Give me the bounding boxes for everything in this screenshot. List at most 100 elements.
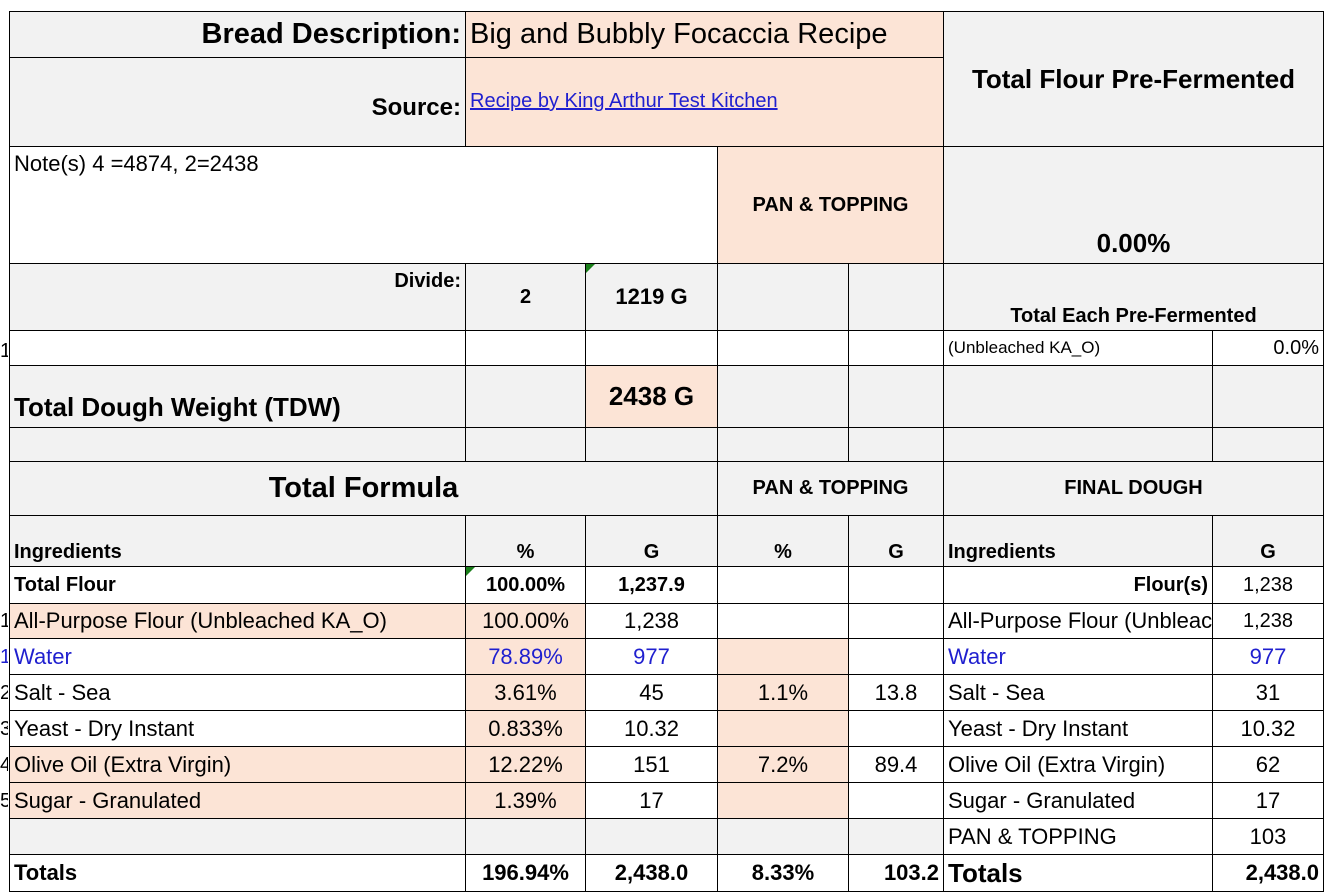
empty-cell xyxy=(465,365,586,428)
empty-cell xyxy=(1212,427,1324,462)
divide-count[interactable]: 2 xyxy=(465,263,586,331)
final-totals-label: Totals xyxy=(943,854,1213,892)
ingredient-pct[interactable]: 1.39% xyxy=(465,782,586,819)
bread-description-value[interactable]: Big and Bubbly Focaccia Recipe xyxy=(465,11,944,58)
ingredient-pan-pct[interactable] xyxy=(717,638,849,675)
ingredient-pan-g: 13.8 xyxy=(848,674,944,711)
empty-cell xyxy=(465,818,586,855)
totals-pan-pct: 8.33% xyxy=(717,854,849,892)
row-number: 1 xyxy=(0,610,8,632)
ingredient-g: 1,238 xyxy=(585,603,718,639)
pan-topping-title: PAN & TOPPING xyxy=(717,461,944,516)
ingredient-name[interactable]: All-Purpose Flour (Unbleached KA_O) xyxy=(9,603,466,639)
ingredient-name[interactable]: Yeast - Dry Instant xyxy=(9,710,466,747)
row-number: 5 xyxy=(0,790,8,812)
col-pan-pct: % xyxy=(717,515,849,567)
empty-cell xyxy=(585,427,718,462)
empty-cell xyxy=(717,566,849,604)
ingredient-g: 17 xyxy=(585,782,718,819)
ingredient-pct[interactable]: 78.89% xyxy=(465,638,586,675)
comment-indicator-icon xyxy=(586,264,595,273)
pre-ferment-flour-name: (Unbleached KA_O) xyxy=(943,330,1213,366)
source-link[interactable]: Recipe by King Arthur Test Kitchen xyxy=(470,90,778,112)
ingredient-pct[interactable]: 3.61% xyxy=(465,674,586,711)
ingredient-g: 977 xyxy=(585,638,718,675)
row-number: 4 xyxy=(0,754,8,776)
totals-label: Totals xyxy=(9,854,466,892)
ingredient-pan-g xyxy=(848,603,944,639)
total-each-pre-fermented-label: Total Each Pre-Fermented xyxy=(943,263,1324,331)
total-flour-g: 1,237.9 xyxy=(585,566,718,604)
notes-cell[interactable]: Note(s) 4 =4874, 2=2438 xyxy=(9,146,718,264)
total-flour-pre-fermented-value: 0.00% xyxy=(943,146,1324,264)
divide-label: Divide: xyxy=(9,263,466,331)
col-final-ingredients: Ingredients xyxy=(943,515,1213,567)
final-ingredient-g: 10.32 xyxy=(1212,710,1324,747)
ingredient-name[interactable]: Water xyxy=(9,638,466,675)
empty-cell xyxy=(848,427,944,462)
row-number: 3 xyxy=(0,718,8,740)
empty-cell xyxy=(717,263,849,331)
empty-cell xyxy=(1212,365,1324,428)
col-pct: % xyxy=(465,515,586,567)
empty-cell xyxy=(465,330,586,366)
ingredient-pct[interactable]: 100.00% xyxy=(465,603,586,639)
final-ingredient-name: Water xyxy=(943,638,1213,675)
tdw-value[interactable]: 2438 G xyxy=(585,365,718,428)
empty-cell xyxy=(848,330,944,366)
ingredient-pan-pct[interactable] xyxy=(717,710,849,747)
ingredient-name[interactable]: Olive Oil (Extra Virgin) xyxy=(9,746,466,783)
ingredient-pct[interactable]: 12.22% xyxy=(465,746,586,783)
final-pan-topping-g: 103 xyxy=(1212,818,1324,855)
ingredient-pan-pct[interactable] xyxy=(717,782,849,819)
final-flour-g: 1,238 xyxy=(1212,566,1324,604)
ingredient-name[interactable]: Salt - Sea xyxy=(9,674,466,711)
source-cell[interactable]: Recipe by King Arthur Test Kitchen xyxy=(465,57,944,147)
ingredient-pan-pct[interactable]: 7.2% xyxy=(717,746,849,783)
tdw-label: Total Dough Weight (TDW) xyxy=(9,365,466,428)
final-ingredient-g: 62 xyxy=(1212,746,1324,783)
ingredient-pan-pct xyxy=(717,603,849,639)
ingredient-pan-g: 89.4 xyxy=(848,746,944,783)
col-pan-g: G xyxy=(848,515,944,567)
ingredient-name[interactable]: Sugar - Granulated xyxy=(9,782,466,819)
row-number: 1 xyxy=(0,646,8,668)
ingredient-pan-g xyxy=(848,638,944,675)
ingredient-pct[interactable]: 0.833% xyxy=(465,710,586,747)
empty-cell xyxy=(943,427,1213,462)
total-formula-title: Total Formula xyxy=(9,461,718,516)
ingredient-g: 10.32 xyxy=(585,710,718,747)
comment-indicator-icon xyxy=(466,567,475,576)
col-final-g: G xyxy=(1212,515,1324,567)
final-ingredient-name: Yeast - Dry Instant xyxy=(943,710,1213,747)
empty-cell xyxy=(717,365,849,428)
final-flour-name: Flour(s) xyxy=(943,566,1213,604)
row-number: 2 xyxy=(0,682,8,704)
pan-topping-header: PAN & TOPPING xyxy=(717,146,944,264)
empty-cell xyxy=(848,263,944,331)
empty-cell xyxy=(9,818,466,855)
ingredient-pan-pct[interactable]: 1.1% xyxy=(717,674,849,711)
empty-cell xyxy=(848,818,944,855)
divide-weight: 1219 G xyxy=(585,263,718,331)
final-ingredient-g: 977 xyxy=(1212,638,1324,675)
ingredient-g: 151 xyxy=(585,746,718,783)
empty-cell xyxy=(848,566,944,604)
totals-pan-g: 103.2 xyxy=(848,854,944,892)
total-flour-name: Total Flour xyxy=(9,566,466,604)
pre-ferment-flour-pct: 0.0% xyxy=(1212,330,1324,366)
empty-cell xyxy=(465,427,586,462)
final-ingredient-name: All-Purpose Flour (Unbleached KA_O) xyxy=(943,603,1213,639)
final-ingredient-name: Olive Oil (Extra Virgin) xyxy=(943,746,1213,783)
empty-cell xyxy=(717,818,849,855)
empty-cell xyxy=(9,330,466,366)
final-ingredient-g: 31 xyxy=(1212,674,1324,711)
ingredient-g: 45 xyxy=(585,674,718,711)
ingredient-pan-g xyxy=(848,710,944,747)
final-ingredient-g: 1,238 xyxy=(1212,603,1324,639)
col-g: G xyxy=(585,515,718,567)
bread-description-label: Bread Description: xyxy=(9,11,466,58)
final-totals-g: 2,438.0 xyxy=(1212,854,1324,892)
empty-cell xyxy=(9,427,466,462)
empty-cell xyxy=(585,330,718,366)
